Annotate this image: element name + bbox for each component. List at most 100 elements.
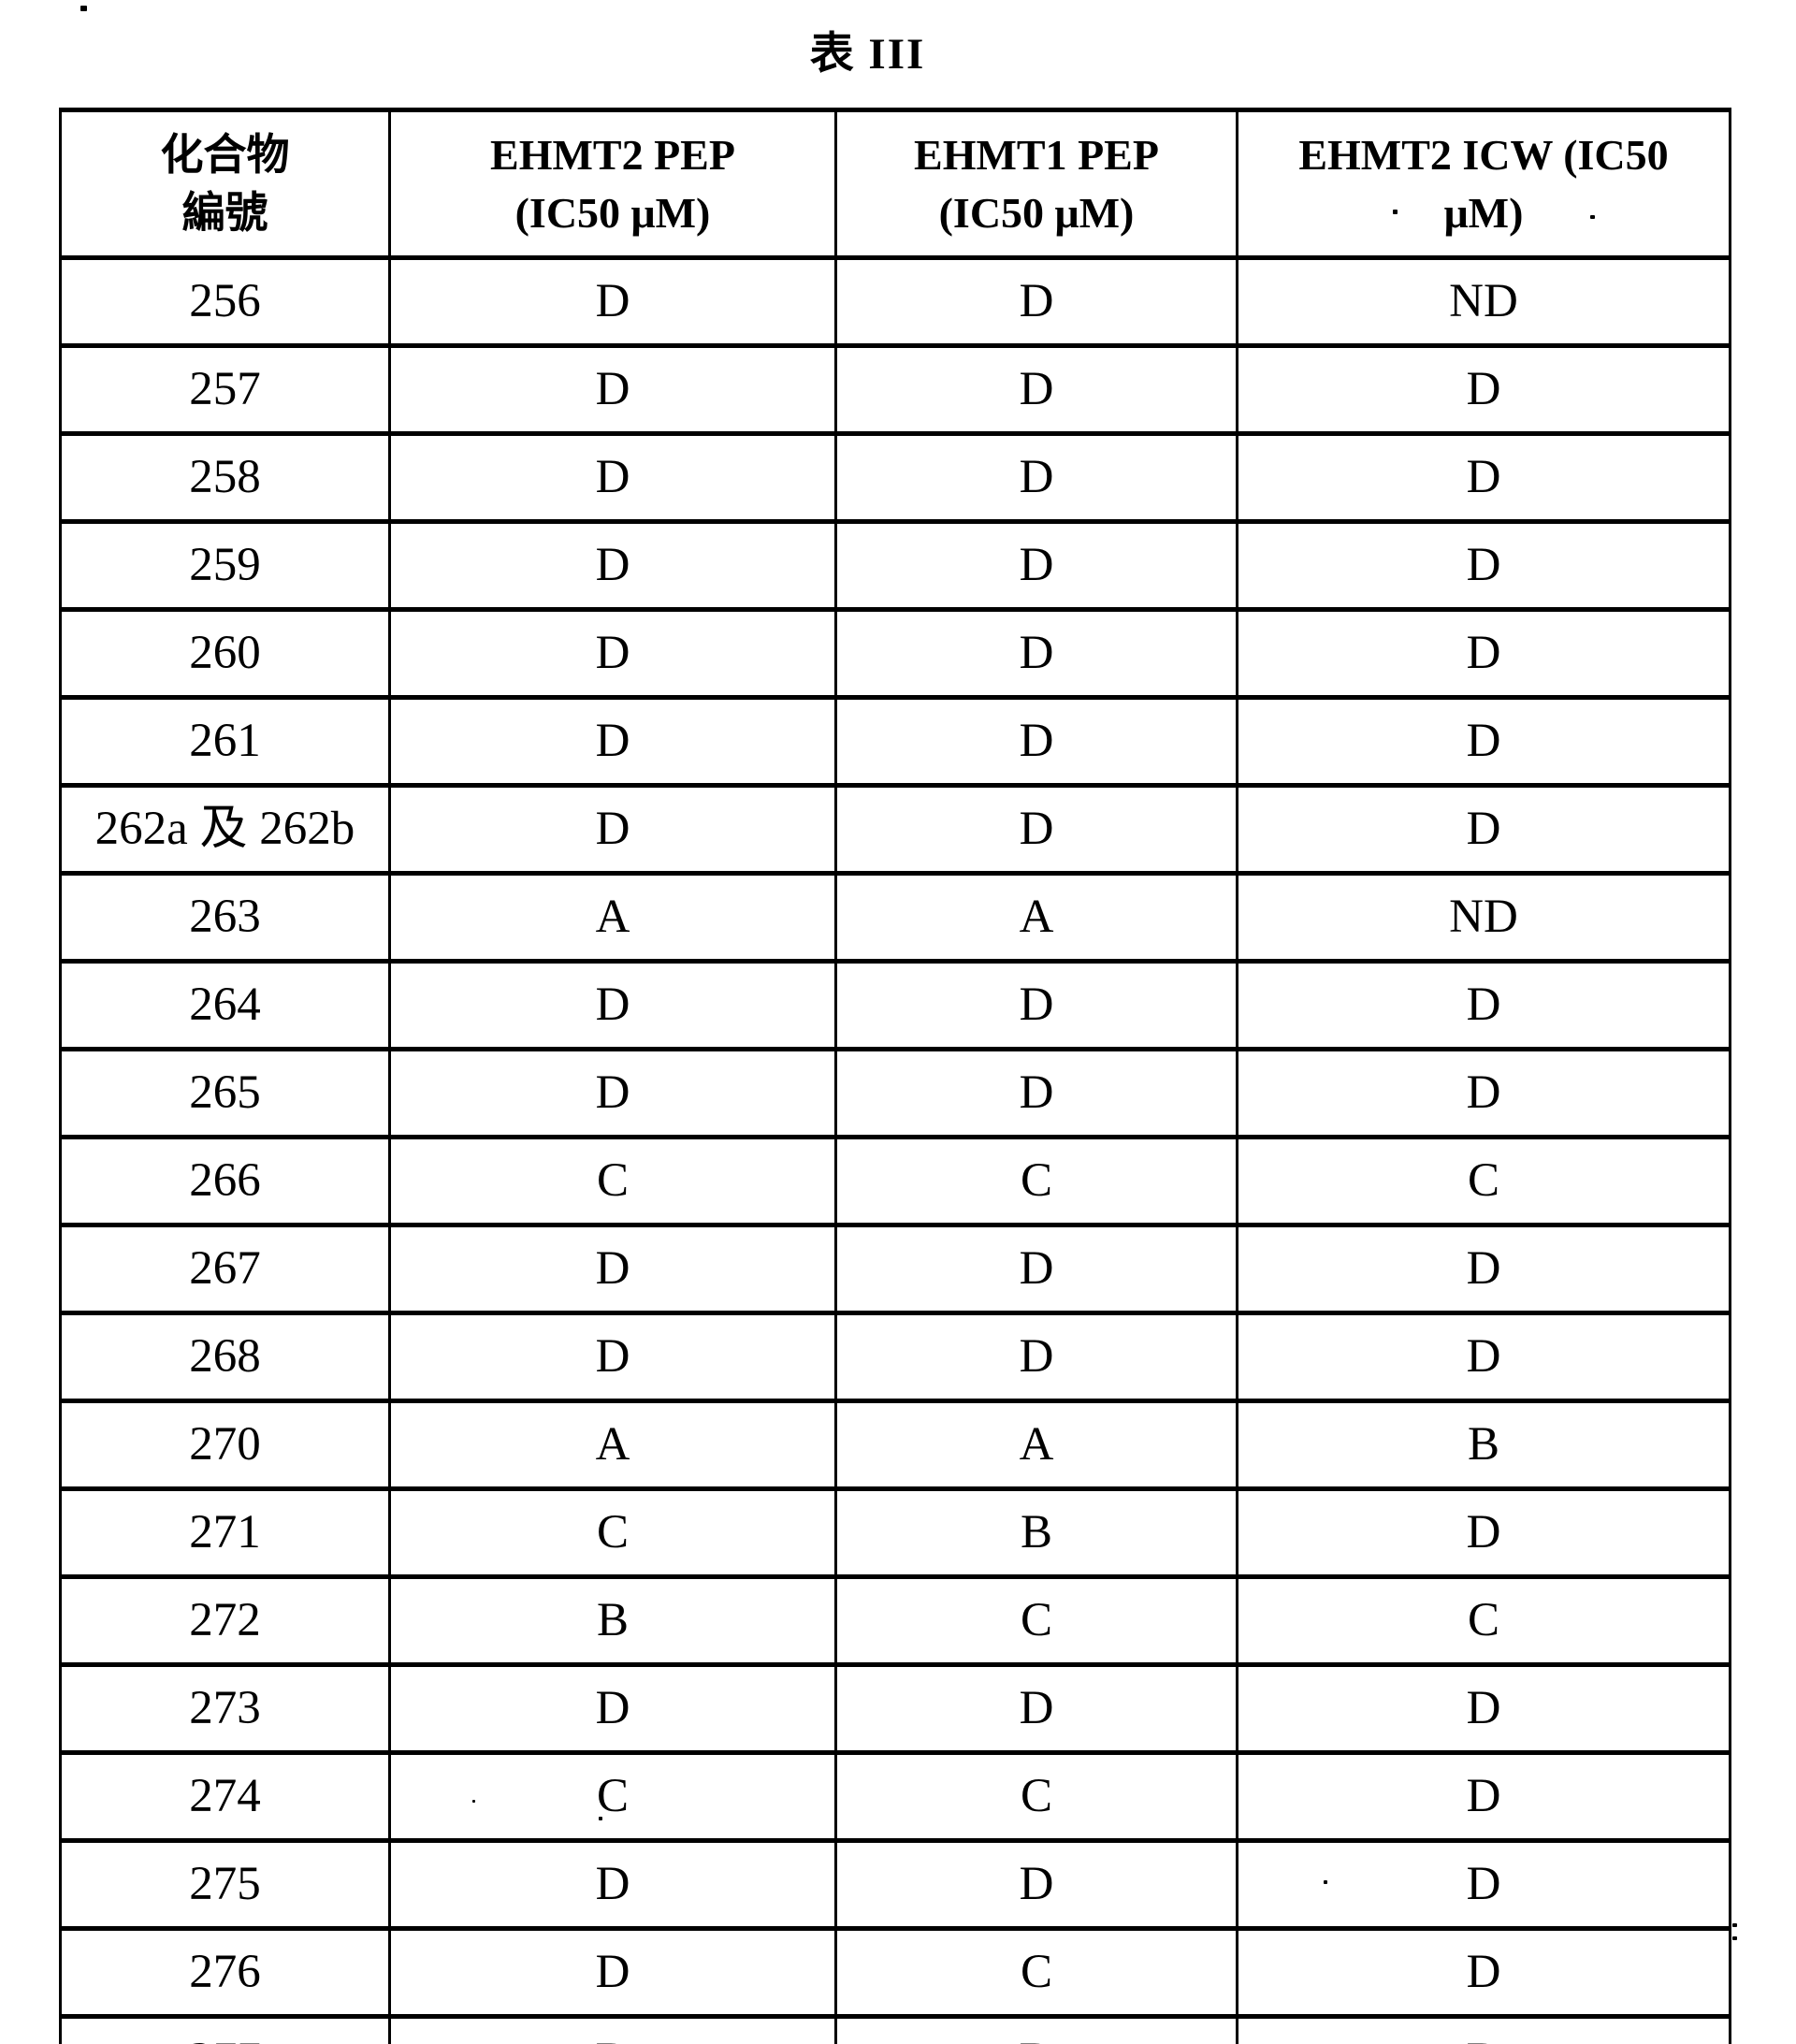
ehmt1-pep-cell: C — [834, 1135, 1238, 1227]
ehmt1-pep-value: D — [1019, 1682, 1054, 1734]
ehmt2-icw-value: D — [1466, 1506, 1501, 1558]
table-row: 276 D C D — [59, 1926, 1731, 2019]
table-row: 274 C C D — [59, 1750, 1731, 1843]
ehmt2-pep-cell: D — [388, 695, 837, 788]
ehmt2-icw-cell: D — [1236, 1311, 1731, 1403]
ehmt2-icw-cell: D — [1236, 1750, 1731, 1843]
ehmt1-pep-value: D — [1019, 451, 1054, 503]
compound-number: 270 — [189, 1418, 261, 1471]
ehmt1-pep-cell: B — [834, 1486, 1238, 1579]
ehmt2-icw-value: D — [1466, 451, 1501, 503]
ehmt1-pep-value: D — [1019, 1858, 1054, 1910]
ehmt2-icw-cell: D — [1236, 1838, 1731, 1931]
table-row: 262a 及 262b D D D — [59, 783, 1731, 876]
ehmt1-pep-value: D — [1019, 1330, 1054, 1383]
header-ehmt2-pep: EHMT2 PEP (IC50 μM) — [388, 108, 837, 260]
ehmt1-pep-value: C — [1020, 1770, 1053, 1822]
header-ehmt1-pep-line2: (IC50 μM) — [938, 188, 1135, 237]
ehmt2-pep-cell: D — [388, 255, 837, 348]
table-row: 256 D D ND — [59, 255, 1731, 348]
table-title: 表 III — [809, 30, 926, 79]
ehmt2-icw-cell: D — [1236, 1223, 1731, 1315]
table-row: 266 C C C — [59, 1135, 1731, 1227]
ehmt1-pep-cell: D — [834, 783, 1238, 876]
table-row: 275 D D D — [59, 1838, 1731, 1931]
ehmt2-pep-cell: D — [388, 343, 837, 436]
ehmt2-icw-value: D — [1466, 1682, 1501, 1734]
ehmt1-pep-cell: C — [834, 1926, 1238, 2019]
ehmt1-pep-cell: D — [834, 959, 1238, 1051]
ehmt2-icw-cell: D — [1236, 1926, 1731, 2019]
ehmt1-pep-cell: D — [834, 255, 1238, 348]
ehmt2-pep-value: D — [595, 275, 630, 327]
compound-cell: 273 — [59, 1662, 391, 1755]
table-row: 277 D D D — [59, 2014, 1731, 2044]
header-ehmt1-pep: EHMT1 PEP (IC50 μM) — [834, 108, 1238, 260]
ehmt2-pep-value: D — [595, 539, 630, 591]
ehmt2-icw-value: D — [1466, 363, 1501, 415]
header-compound: 化合物 編號 — [59, 108, 391, 260]
compound-cell: 277 — [59, 2014, 391, 2044]
ehmt2-pep-cell: D — [388, 2014, 837, 2044]
scan-speck — [1393, 210, 1398, 214]
ehmt2-icw-cell: D — [1236, 1486, 1731, 1579]
ehmt2-pep-cell: D — [388, 431, 837, 524]
ehmt2-icw-cell: ND — [1236, 871, 1731, 964]
table-row: 268 D D D — [59, 1311, 1731, 1403]
ehmt2-icw-cell: D — [1236, 431, 1731, 524]
ehmt2-icw-value: D — [1466, 627, 1501, 679]
ehmt2-pep-value: D — [595, 1066, 630, 1119]
ehmt2-icw-cell: ND — [1236, 255, 1731, 348]
ehmt2-icw-cell: D — [1236, 959, 1731, 1051]
ehmt1-pep-cell: D — [834, 1662, 1238, 1755]
ehmt2-pep-cell: D — [388, 783, 837, 876]
ehmt2-pep-cell: D — [388, 607, 837, 700]
compound-number: 257 — [189, 363, 261, 415]
compound-number: 275 — [189, 1858, 261, 1910]
scan-speck — [1590, 215, 1595, 219]
ehmt2-icw-cell: D — [1236, 783, 1731, 876]
header-ehmt2-pep-line1: EHMT2 PEP — [490, 130, 735, 179]
table-row: 272 B C C — [59, 1574, 1731, 1667]
compound-cell: 259 — [59, 519, 391, 612]
ehmt2-icw-value: D — [1466, 1858, 1501, 1910]
compound-cell: 264 — [59, 959, 391, 1051]
ehmt2-pep-cell: D — [388, 1047, 837, 1139]
compound-cell: 262a 及 262b — [59, 783, 391, 876]
ehmt2-pep-cell: D — [388, 1223, 837, 1315]
scan-speck — [80, 6, 87, 11]
compound-number: 267 — [189, 1242, 261, 1295]
header-compound-line2: 編號 — [181, 188, 268, 237]
ehmt2-icw-cell: C — [1236, 1574, 1731, 1667]
compound-number: 261 — [189, 715, 261, 767]
ehmt2-icw-value: D — [1466, 1242, 1501, 1295]
ehmt2-icw-value: D — [1466, 539, 1501, 591]
ehmt2-icw-cell: B — [1236, 1399, 1731, 1491]
compound-cell: 257 — [59, 343, 391, 436]
ehmt2-pep-value: A — [595, 891, 630, 943]
ehmt1-pep-value: D — [1019, 363, 1054, 415]
table-row: 265 D D D — [59, 1047, 1731, 1139]
scan-speck — [599, 1817, 602, 1820]
scan-speck — [472, 1800, 475, 1803]
ehmt1-pep-value: D — [1019, 1066, 1054, 1119]
ehmt2-pep-value: D — [595, 1946, 630, 1998]
ehmt2-pep-value: C — [596, 1506, 630, 1558]
table-row: 259 D D D — [59, 519, 1731, 612]
ehmt2-icw-value: B — [1467, 1418, 1500, 1471]
compound-number: 265 — [189, 1066, 261, 1119]
table-row: 258 D D D — [59, 431, 1731, 524]
compound-cell: 260 — [59, 607, 391, 700]
ehmt1-pep-cell: D — [834, 519, 1238, 612]
ehmt2-icw-value: D — [1466, 803, 1501, 855]
compound-cell: 263 — [59, 871, 391, 964]
compound-cell: 274 — [59, 1750, 391, 1843]
ehmt2-icw-value: D — [1467, 2034, 1501, 2044]
compound-cell: 272 — [59, 1574, 391, 1667]
ehmt1-pep-cell: D — [834, 431, 1238, 524]
table-row: 261 D D D — [59, 695, 1731, 788]
compound-cell: 265 — [59, 1047, 391, 1139]
ehmt1-pep-cell: A — [834, 871, 1238, 964]
ehmt1-pep-value: D — [1019, 979, 1054, 1031]
